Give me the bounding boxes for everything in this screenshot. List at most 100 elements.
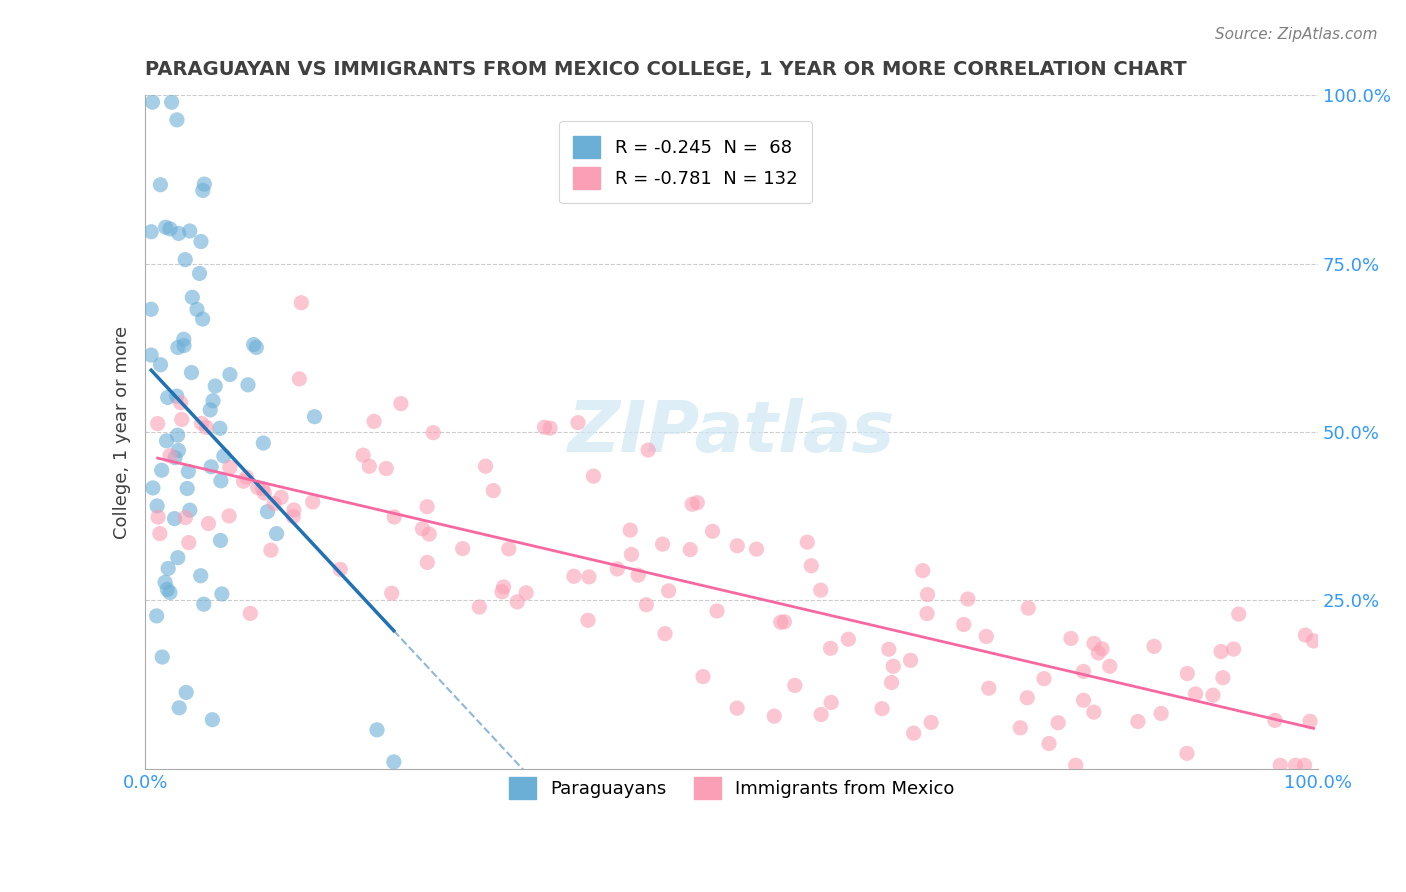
Point [177, 465, 200, 479]
Point [1087, 646, 1109, 660]
Point [157, 561, 180, 575]
Point [191, 312, 214, 326]
Point [266, 526, 288, 541]
Point [911, 564, 934, 578]
Point [692, 670, 714, 684]
Point [562, 569, 585, 583]
Point [212, 449, 235, 463]
Point [837, 632, 859, 647]
Point [239, 607, 262, 621]
Point [363, 414, 385, 428]
Point [236, 377, 259, 392]
Point [870, 701, 893, 715]
Point [567, 416, 589, 430]
Point [498, 541, 520, 556]
Point [219, 368, 242, 382]
Point [141, 95, 163, 110]
Point [159, 222, 181, 236]
Point [1299, 714, 1322, 729]
Point [1175, 747, 1198, 761]
Point [820, 641, 842, 656]
Point [654, 626, 676, 640]
Point [1064, 758, 1087, 772]
Point [179, 503, 201, 517]
Point [1083, 636, 1105, 650]
Point [186, 302, 208, 317]
Point [166, 389, 188, 403]
Point [242, 337, 264, 351]
Point [177, 535, 200, 549]
Point [468, 600, 491, 615]
Point [1083, 705, 1105, 719]
Point [153, 575, 176, 590]
Point [1073, 693, 1095, 707]
Point [159, 449, 181, 463]
Point [810, 707, 832, 722]
Point [170, 412, 193, 426]
Point [245, 340, 267, 354]
Point [204, 379, 226, 393]
Point [1060, 632, 1083, 646]
Point [260, 543, 283, 558]
Point [201, 713, 224, 727]
Point [381, 586, 404, 600]
Point [800, 558, 823, 573]
Point [141, 348, 163, 362]
Point [686, 496, 709, 510]
Point [173, 332, 195, 346]
Point [191, 184, 214, 198]
Point [146, 499, 169, 513]
Point [218, 508, 240, 523]
Point [745, 542, 768, 557]
Point [382, 755, 405, 769]
Point [179, 224, 201, 238]
Point [366, 723, 388, 737]
Point [167, 443, 190, 458]
Point [149, 358, 172, 372]
Point [773, 615, 796, 629]
Point [253, 486, 276, 500]
Point [578, 570, 600, 584]
Point [492, 580, 515, 594]
Point [1143, 640, 1166, 654]
Point [209, 474, 232, 488]
Point [915, 607, 938, 621]
Point [658, 583, 681, 598]
Point [389, 396, 412, 410]
Text: PARAGUAYAN VS IMMIGRANTS FROM MEXICO COLLEGE, 1 YEAR OR MORE CORRELATION CHART: PARAGUAYAN VS IMMIGRANTS FROM MEXICO COL… [145, 60, 1187, 78]
Point [208, 421, 231, 435]
Point [163, 511, 186, 525]
Text: Source: ZipAtlas.com: Source: ZipAtlas.com [1215, 27, 1378, 42]
Point [917, 588, 939, 602]
Point [167, 341, 190, 355]
Point [283, 503, 305, 517]
Point [533, 420, 555, 434]
Point [159, 585, 181, 599]
Point [235, 470, 257, 484]
Point [1126, 714, 1149, 729]
Point [382, 510, 405, 524]
Point [474, 459, 496, 474]
Legend: Paraguayans, Immigrants from Mexico: Paraguayans, Immigrants from Mexico [495, 763, 969, 814]
Point [156, 582, 179, 597]
Point [188, 267, 211, 281]
Point [252, 436, 274, 450]
Point [416, 556, 439, 570]
Point [1294, 628, 1316, 642]
Point [1294, 758, 1316, 772]
Point [375, 461, 398, 475]
Point [167, 700, 190, 714]
Point [725, 539, 748, 553]
Point [679, 542, 702, 557]
Point [1227, 607, 1250, 621]
Point [637, 443, 659, 458]
Point [174, 510, 197, 524]
Point [190, 417, 212, 431]
Point [977, 681, 1000, 696]
Point [877, 642, 900, 657]
Point [952, 617, 974, 632]
Point [900, 653, 922, 667]
Point [301, 495, 323, 509]
Point [1017, 601, 1039, 615]
Point [422, 425, 444, 440]
